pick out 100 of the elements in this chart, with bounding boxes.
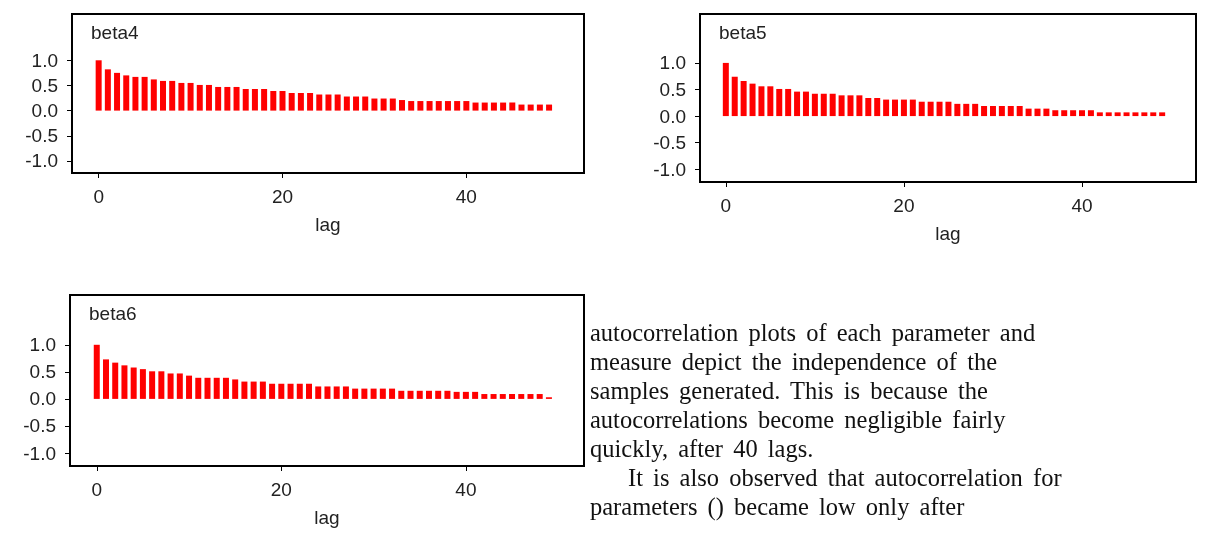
x-axis-title: lag [935, 223, 961, 244]
y-tick-label: 0.5 [659, 78, 686, 100]
bar [270, 90, 277, 111]
bar [370, 388, 377, 399]
bar [416, 390, 423, 399]
bar [288, 93, 295, 111]
bar [279, 90, 286, 111]
bar [1141, 112, 1148, 117]
bar [463, 101, 470, 111]
bar [518, 394, 525, 399]
bar [306, 383, 313, 399]
bar [325, 94, 332, 111]
bar [536, 104, 543, 111]
bar [740, 80, 747, 117]
bar [176, 373, 183, 399]
bar [509, 102, 516, 111]
bar [232, 379, 239, 399]
bar [722, 62, 729, 117]
bar [1079, 110, 1086, 117]
bar [527, 104, 534, 111]
bar [453, 391, 460, 399]
bar [408, 101, 415, 111]
y-tick-label: 1.0 [31, 49, 58, 71]
bar [892, 99, 899, 117]
bar [1087, 110, 1094, 117]
bar [150, 79, 157, 111]
y-tick-label: -1.0 [23, 442, 56, 464]
text: It is also observed that autocorrelation for [627, 463, 1063, 492]
bar [425, 390, 432, 399]
bar [251, 88, 258, 111]
x-tick-label: 20 [271, 186, 294, 207]
bar [918, 101, 925, 117]
bar [435, 390, 442, 399]
y-tick-label: 0.0 [31, 100, 58, 122]
chart-title: beta4 [91, 22, 139, 43]
text: autocorrelations become negligible fairly [590, 405, 1007, 434]
y-tick-label: -0.5 [653, 132, 686, 154]
bar [315, 386, 322, 399]
bar [102, 359, 109, 399]
bar [794, 91, 801, 117]
bar [963, 103, 970, 117]
bar [361, 388, 368, 399]
bar [353, 96, 360, 111]
bar [847, 95, 854, 117]
bar [389, 98, 396, 111]
bar [874, 98, 881, 117]
x-axis-title: lag [314, 507, 340, 528]
bar [167, 373, 174, 399]
bar [261, 88, 268, 111]
bar [1123, 112, 1130, 117]
bar [187, 82, 194, 111]
bar [242, 88, 249, 111]
y-tick-label: -1.0 [653, 158, 686, 180]
bar [399, 100, 405, 111]
bar [1016, 105, 1023, 117]
bar [149, 371, 156, 399]
bar [195, 377, 202, 399]
bar [278, 383, 285, 399]
bar [426, 101, 433, 111]
bar [981, 105, 988, 117]
bar [316, 94, 323, 111]
bar [342, 386, 349, 399]
bar [1061, 110, 1068, 117]
bar [213, 377, 220, 399]
bar [527, 394, 534, 399]
bar [865, 98, 872, 117]
bar [224, 86, 231, 111]
bar [160, 80, 166, 111]
bar [297, 93, 304, 111]
y-tick-label: 0.5 [29, 361, 56, 383]
bar [490, 102, 497, 111]
y-tick-label: 1.0 [659, 52, 686, 74]
bar [758, 86, 765, 117]
y-tick-label: 0.5 [31, 74, 58, 96]
text: quickly, after 40 lags. [590, 434, 815, 463]
bar [141, 76, 148, 111]
bar [989, 105, 996, 117]
text: measure depict the independence of the [590, 347, 999, 376]
bar [499, 394, 506, 399]
x-tick-label: 40 [455, 479, 477, 500]
bar [472, 102, 479, 111]
bar [362, 96, 369, 111]
bar [1070, 110, 1077, 117]
bar [343, 96, 350, 111]
bar [371, 98, 378, 111]
x-tick-label: 0 [720, 195, 732, 216]
y-tick-label: -0.5 [23, 415, 56, 437]
bar [900, 99, 907, 117]
bar [121, 365, 128, 399]
bar [123, 75, 130, 111]
bar [334, 94, 341, 111]
bar [1034, 108, 1041, 117]
bar [158, 371, 165, 399]
bar [95, 60, 102, 111]
text: autocorrelation plots of each parameter and [590, 318, 1037, 347]
bar [936, 101, 943, 117]
bar [233, 86, 240, 111]
bar [811, 93, 818, 117]
bar [1043, 108, 1050, 117]
bar [389, 388, 396, 399]
